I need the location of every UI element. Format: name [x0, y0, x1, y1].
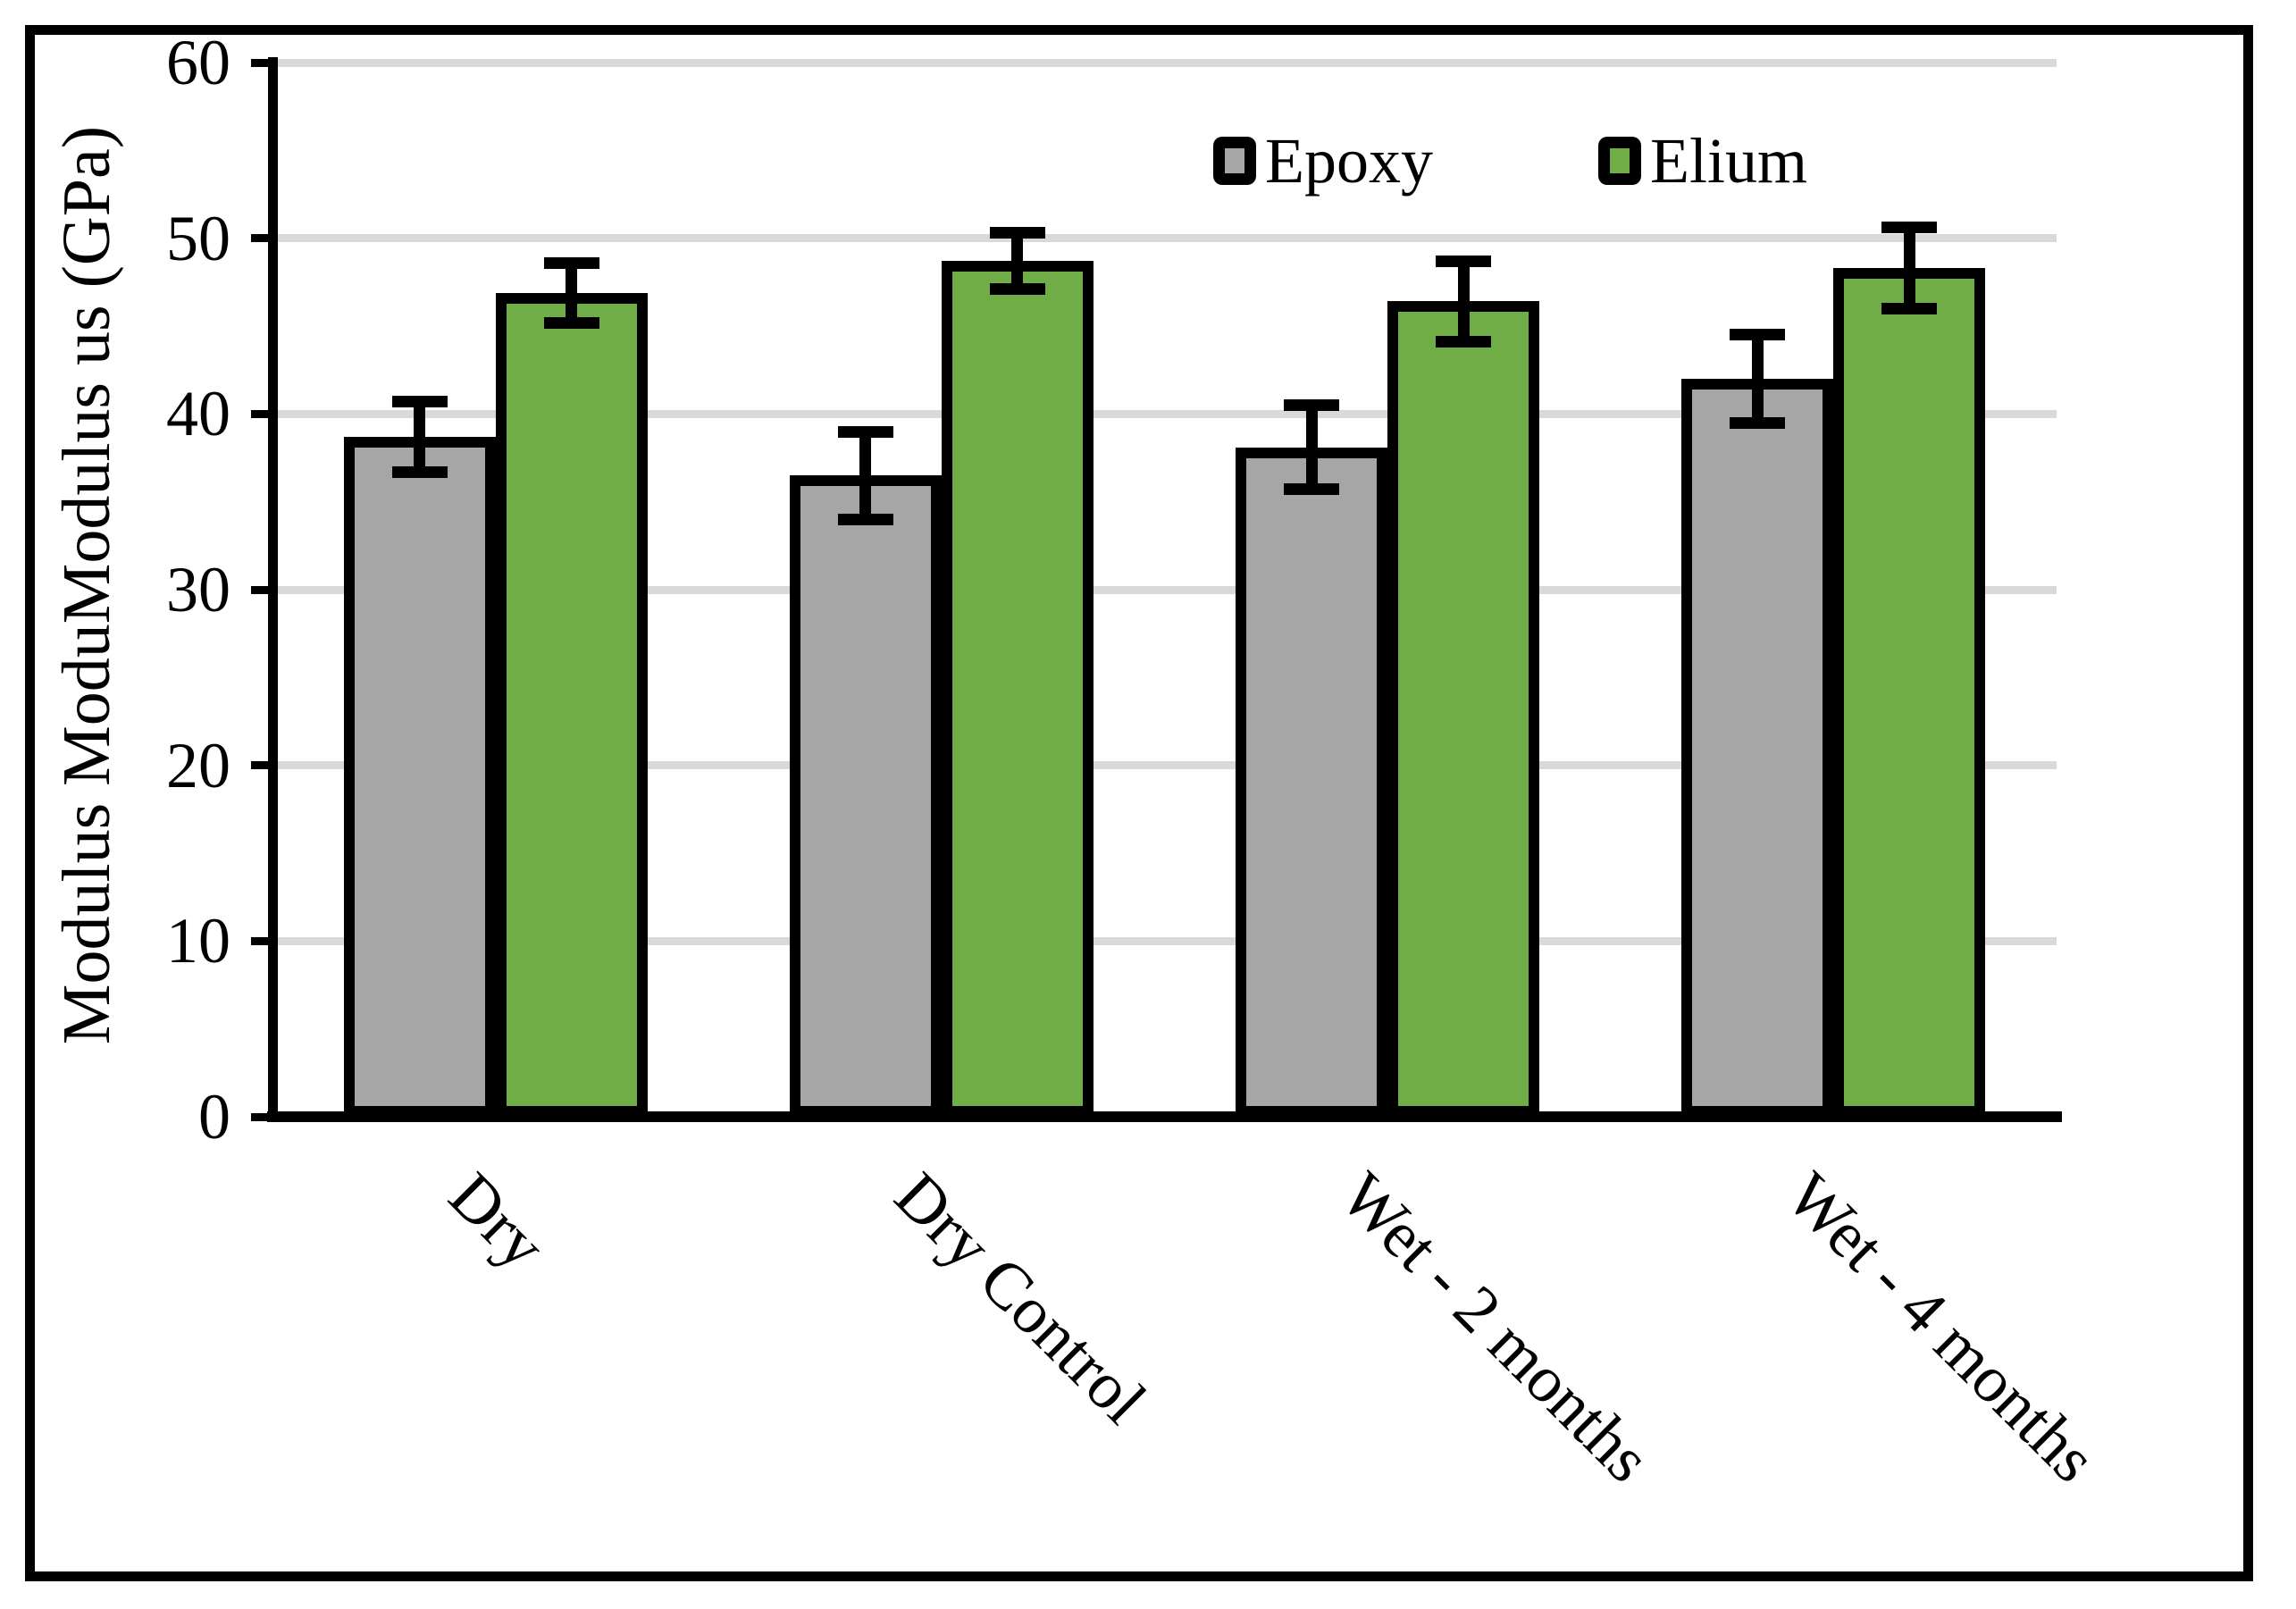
- error-bar-elium-dry-cap-top: [543, 256, 599, 269]
- y-tick-label-60: 60: [166, 27, 230, 98]
- y-tick-0: [251, 1112, 272, 1121]
- error-bar-epoxy-wet-2-months-cap-top: [1284, 399, 1340, 411]
- legend-label-elium: Elium: [1650, 125, 1807, 197]
- error-bar-elium-dry-control-cap-bottom: [989, 283, 1045, 296]
- legend-label-epoxy: Epoxy: [1265, 125, 1433, 197]
- error-bar-elium-wet-2-months-cap-top: [1436, 255, 1492, 267]
- y-tick-50: [251, 234, 272, 243]
- error-bar-elium-dry-stem: [566, 263, 578, 323]
- y-axis-line: [267, 57, 278, 1122]
- bar-elium-dry-control: [941, 261, 1094, 1117]
- error-bar-elium-dry-cap-bottom: [543, 316, 599, 329]
- error-bar-elium-wet-4-months-cap-bottom: [1881, 302, 1938, 314]
- error-bar-epoxy-wet-4-months-cap-top: [1730, 329, 1786, 341]
- bar-epoxy-dry-control: [789, 475, 942, 1117]
- y-tick-40: [251, 409, 272, 418]
- legend-marker-epoxy-icon: [1213, 137, 1256, 185]
- error-bar-epoxy-dry-stem: [414, 401, 426, 473]
- bar-elium-wet-4-months: [1833, 268, 1986, 1117]
- bar-epoxy-wet-4-months: [1681, 379, 1834, 1117]
- error-bar-epoxy-wet-2-months-cap-bottom: [1284, 483, 1340, 496]
- bar-elium-dry: [495, 292, 648, 1117]
- y-tick-label-50: 50: [166, 202, 230, 274]
- error-bar-epoxy-dry-control-stem: [859, 432, 872, 520]
- error-bar-elium-wet-2-months-cap-bottom: [1436, 336, 1492, 348]
- error-bar-elium-wet-4-months-cap-top: [1881, 222, 1938, 234]
- x-axis-baseline: [267, 1111, 2062, 1122]
- y-tick-label-40: 40: [166, 378, 230, 450]
- y-tick-label-30: 30: [166, 554, 230, 625]
- y-tick-60: [251, 58, 272, 67]
- error-bar-epoxy-dry-cap-bottom: [391, 465, 448, 478]
- error-bar-epoxy-wet-4-months-cap-bottom: [1730, 416, 1786, 429]
- bar-elium-wet-2-months: [1387, 301, 1540, 1117]
- error-bar-epoxy-wet-4-months-stem: [1751, 334, 1764, 423]
- error-bar-elium-dry-control-cap-top: [989, 227, 1045, 239]
- y-tick-label-0: 0: [198, 1081, 230, 1152]
- y-tick-label-20: 20: [166, 729, 230, 801]
- error-bar-epoxy-dry-control-cap-bottom: [837, 513, 893, 525]
- gridline-20: [272, 761, 2057, 770]
- error-bar-elium-dry-control-stem: [1011, 232, 1024, 289]
- gridline-30: [272, 585, 2057, 594]
- error-bar-epoxy-dry-cap-top: [391, 396, 448, 408]
- y-axis-title: Modulus ModuModulus us (GPa): [49, 125, 124, 1045]
- legend-marker-elium-icon: [1598, 137, 1641, 185]
- y-tick-label-10: 10: [166, 905, 230, 977]
- error-bar-epoxy-wet-2-months-stem: [1305, 405, 1318, 490]
- gridline-10: [272, 936, 2057, 945]
- bar-epoxy-wet-2-months: [1236, 447, 1388, 1117]
- gridline-40: [272, 409, 2057, 418]
- figure-border: [25, 25, 2253, 1581]
- legend-item-elium: Elium: [1598, 125, 1807, 197]
- gridline-60: [272, 58, 2057, 67]
- bar-epoxy-dry: [343, 436, 496, 1117]
- legend-item-epoxy: Epoxy: [1213, 125, 1433, 197]
- error-bar-elium-wet-4-months-stem: [1903, 227, 1915, 309]
- y-tick-30: [251, 585, 272, 594]
- gridline-50: [272, 234, 2057, 243]
- error-bar-epoxy-dry-control-cap-top: [837, 425, 893, 438]
- error-bar-elium-wet-2-months-stem: [1457, 261, 1470, 342]
- y-tick-10: [251, 936, 272, 945]
- y-tick-20: [251, 761, 272, 770]
